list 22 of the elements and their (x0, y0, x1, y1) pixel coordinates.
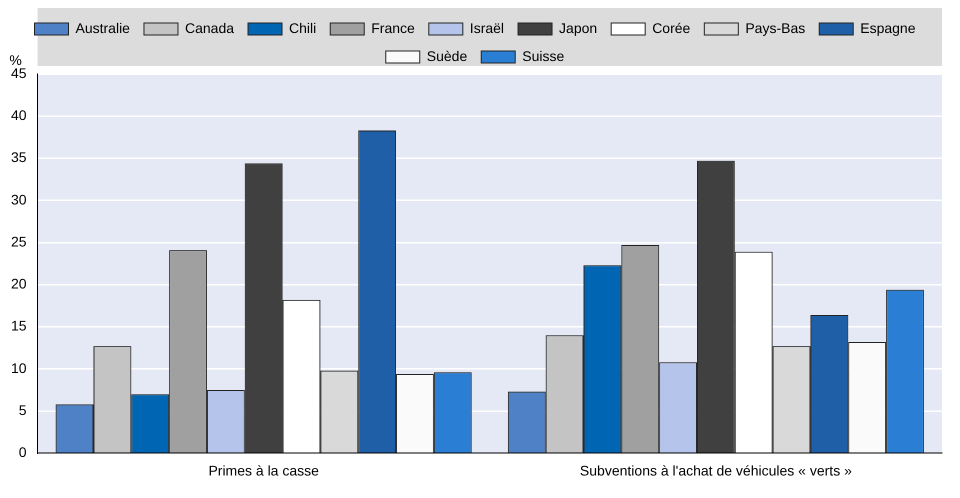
legend-label: Suède (426, 48, 468, 64)
legend-label: Suisse (522, 48, 564, 64)
y-tick-label: 15 (10, 318, 27, 334)
legend-label: Australie (76, 20, 130, 36)
y-tick-label: 40 (10, 106, 27, 123)
y-tick-label: 20 (10, 276, 27, 292)
legend-label: Canada (184, 20, 234, 36)
legend-label: Corée (652, 20, 691, 36)
y-tick-label: 0 (18, 444, 27, 460)
x-tick-label: Subventions à l'achat de véhicules « verts » (580, 462, 852, 478)
y-tick-label: 35 (10, 149, 27, 166)
legend-label: France (371, 20, 416, 36)
y-tick-label: 5 (18, 402, 27, 418)
legend-label: Israël (470, 20, 504, 36)
x-tick-label: Primes à la casse (208, 462, 320, 478)
legend-label: Japon (559, 20, 598, 36)
y-tick-label: 10 (10, 360, 27, 376)
y-tick-label: 30 (10, 191, 27, 208)
legend-label: Espagne (860, 20, 916, 36)
legend-label: Pays-Bas (745, 20, 806, 36)
y-tick-label: 25 (10, 233, 27, 250)
legend-label: Chili (289, 20, 316, 36)
